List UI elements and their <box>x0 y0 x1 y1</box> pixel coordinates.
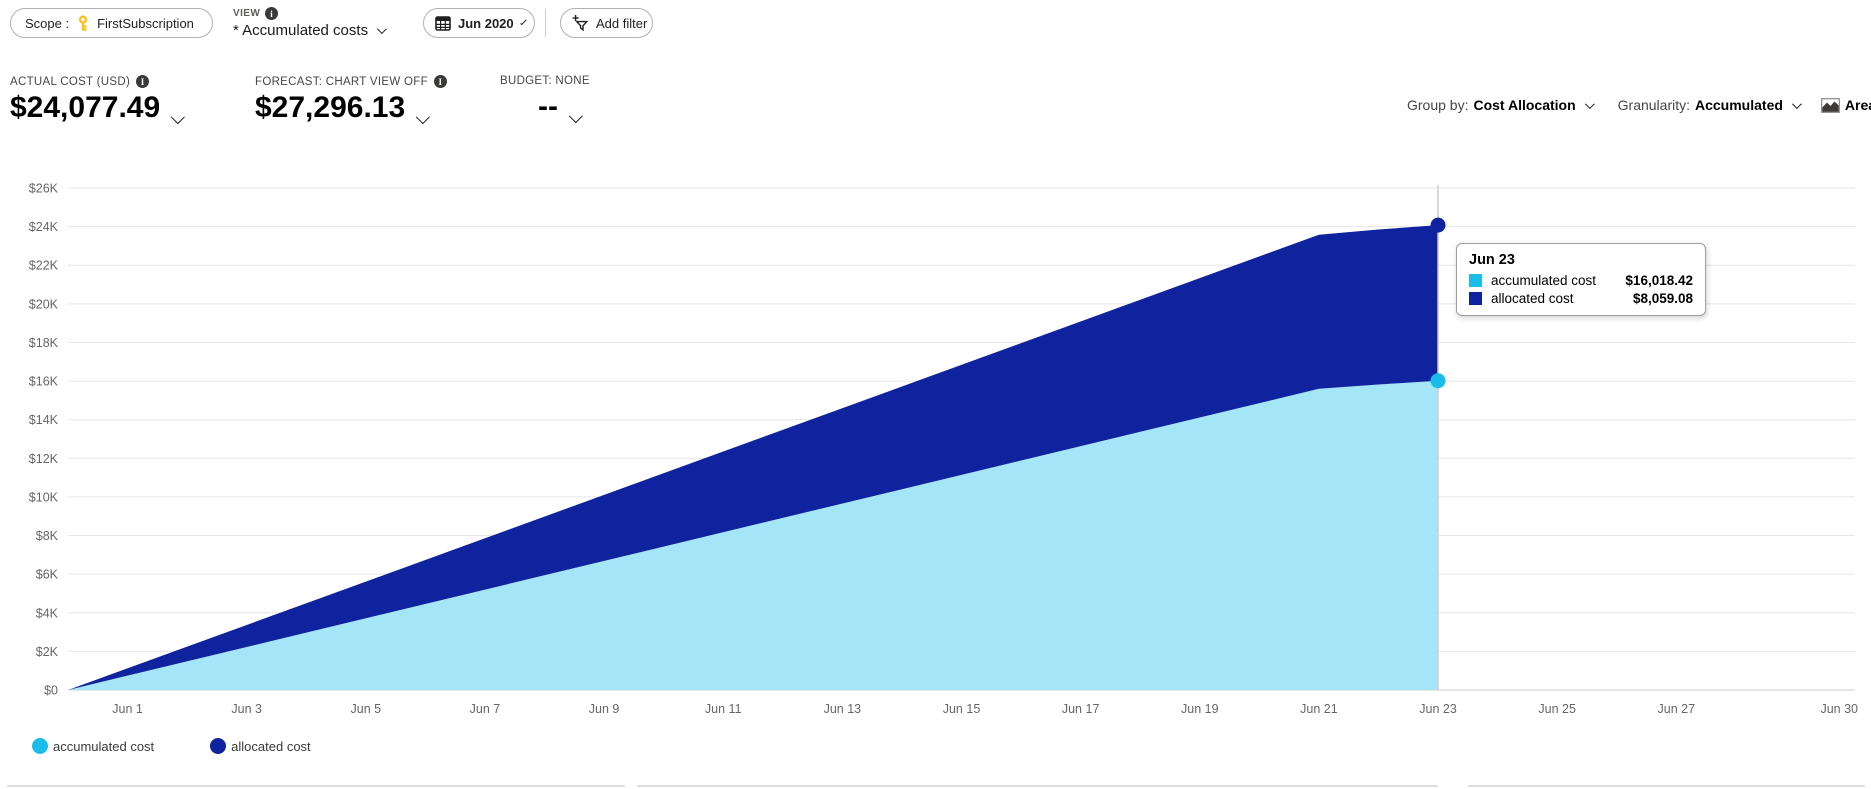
kpi-budget: BUDGET: NONE -- <box>500 75 590 124</box>
add-filter-label: Add filter <box>596 15 648 31</box>
add-filter-icon <box>571 14 589 32</box>
svg-text:$4K: $4K <box>36 606 59 620</box>
view-value: * Accumulated costs <box>233 22 369 39</box>
tooltip-series-label: accumulated cost <box>1491 273 1597 288</box>
chevron-down-icon <box>1791 98 1802 109</box>
chevron-down-icon <box>170 110 186 125</box>
granularity-label: Granularity: <box>1617 97 1690 113</box>
scope-value: FirstSubscription <box>97 15 194 31</box>
accumulated-cost-swatch <box>1469 274 1482 287</box>
svg-text:Jun 15: Jun 15 <box>943 702 981 716</box>
info-icon[interactable] <box>265 7 279 20</box>
chart-type-value: Area <box>1844 97 1871 113</box>
lower-panel-edge <box>637 785 1438 787</box>
date-range-pill[interactable]: Jun 2020 <box>423 8 535 38</box>
legend-label: allocated cost <box>231 738 311 754</box>
key-icon <box>76 14 90 32</box>
chart-tooltip: Jun 23 accumulated cost $16,018.42 alloc… <box>1456 243 1706 316</box>
legend-label: accumulated cost <box>53 738 155 754</box>
budget-label: BUDGET: NONE <box>500 75 590 87</box>
forecast-value: $27,296.13 <box>255 91 406 124</box>
forecast-label: FORECAST: CHART VIEW OFF <box>255 75 428 88</box>
kpi-actual-cost: ACTUAL COST (USD) $24,077.49 <box>10 75 186 125</box>
svg-text:Jun 19: Jun 19 <box>1181 702 1219 716</box>
svg-text:Jun 21: Jun 21 <box>1300 702 1338 716</box>
svg-text:$26K: $26K <box>29 182 59 196</box>
actual-cost-value-button[interactable]: $24,077.49 <box>10 91 186 125</box>
info-icon[interactable] <box>136 75 150 88</box>
svg-text:Jun 30: Jun 30 <box>1820 702 1858 716</box>
svg-text:Jun 17: Jun 17 <box>1062 702 1100 716</box>
forecast-value-button[interactable]: $27,296.13 <box>255 91 431 125</box>
svg-text:$14K: $14K <box>29 413 59 427</box>
svg-text:$12K: $12K <box>29 452 59 466</box>
lower-panel-edge <box>7 785 625 787</box>
chart-legend: accumulated cost allocated cost <box>32 738 367 754</box>
svg-text:Jun 23: Jun 23 <box>1419 702 1457 716</box>
budget-value: -- <box>538 90 558 123</box>
svg-text:Jun 7: Jun 7 <box>470 702 501 716</box>
chart-type-dropdown[interactable]: Area <box>1821 97 1871 113</box>
toolbar: Scope : FirstSubscription VIEW * Accumul… <box>0 0 1871 48</box>
tooltip-row: accumulated cost $16,018.42 <box>1469 273 1693 288</box>
granularity-dropdown[interactable]: Granularity: Accumulated <box>1617 97 1802 113</box>
area-chart-icon <box>1821 97 1840 113</box>
date-range-value: Jun 2020 <box>458 15 514 31</box>
svg-text:$18K: $18K <box>29 336 59 350</box>
svg-text:Jun 9: Jun 9 <box>589 702 620 716</box>
add-filter-button[interactable]: Add filter <box>560 8 653 38</box>
svg-text:Jun 13: Jun 13 <box>824 702 862 716</box>
svg-text:Jun 1: Jun 1 <box>112 702 143 716</box>
svg-text:Jun 25: Jun 25 <box>1538 702 1576 716</box>
granularity-value: Accumulated <box>1695 97 1783 113</box>
svg-text:$20K: $20K <box>29 297 59 311</box>
chevron-down-icon <box>568 109 583 124</box>
actual-cost-value: $24,077.49 <box>10 91 161 124</box>
svg-text:$22K: $22K <box>29 259 59 273</box>
cost-chart[interactable]: $0 $2K $4K $6K $8K $10K $12K $14K $16K $18K $20K $2… <box>0 140 1871 725</box>
svg-text:$16K: $16K <box>29 375 59 389</box>
view-label: VIEW <box>233 8 261 19</box>
accumulated-cost-legend-dot <box>32 738 48 754</box>
kpi-forecast-cost: FORECAST: CHART VIEW OFF $27,296.13 <box>255 75 447 125</box>
toolbar-divider <box>545 9 546 37</box>
tooltip-series-value: $16,018.42 <box>1625 273 1693 288</box>
svg-text:$0: $0 <box>44 684 58 698</box>
allocated-cost-swatch <box>1469 292 1482 305</box>
tooltip-date: Jun 23 <box>1469 252 1515 268</box>
scope-label: Scope : <box>25 15 70 31</box>
tooltip-series-value: $8,059.08 <box>1632 291 1693 306</box>
svg-text:$2K: $2K <box>36 645 59 659</box>
allocated-cost-legend-dot <box>210 738 227 754</box>
tooltip-row: allocated cost $8,059.08 <box>1469 291 1693 306</box>
actual-cost-label: ACTUAL COST (USD) <box>10 75 131 88</box>
info-icon[interactable] <box>433 75 447 88</box>
svg-text:Jun 5: Jun 5 <box>351 702 382 716</box>
chevron-down-icon <box>415 110 431 125</box>
scope-pill[interactable]: Scope : FirstSubscription <box>10 8 213 38</box>
group-by-label: Group by: <box>1407 97 1469 113</box>
svg-text:$24K: $24K <box>29 220 59 234</box>
svg-text:Jun 11: Jun 11 <box>705 702 742 716</box>
group-by-value: Cost Allocation <box>1473 97 1576 113</box>
chart-controls: Group by: Cost Allocation Granularity: A… <box>1407 97 1871 113</box>
budget-value-button[interactable]: -- <box>500 90 583 124</box>
legend-item-accumulated-cost[interactable]: accumulated cost <box>32 738 154 754</box>
chevron-down-icon <box>377 24 387 35</box>
view-selector[interactable]: VIEW * Accumulated costs <box>233 7 387 39</box>
legend-item-allocated-cost[interactable]: allocated cost <box>210 738 311 754</box>
svg-text:Jun 27: Jun 27 <box>1658 702 1696 716</box>
svg-text:Jun 3: Jun 3 <box>231 702 262 716</box>
chevron-down-icon <box>519 18 527 25</box>
group-by-dropdown[interactable]: Group by: Cost Allocation <box>1407 97 1595 113</box>
svg-text:$8K: $8K <box>36 529 59 543</box>
chevron-down-icon <box>1584 98 1595 109</box>
svg-text:$10K: $10K <box>29 490 59 504</box>
lower-panel-edge <box>1468 785 1865 787</box>
tooltip-series-label: allocated cost <box>1491 291 1574 306</box>
calendar-icon <box>435 15 451 31</box>
svg-text:$6K: $6K <box>36 568 59 582</box>
